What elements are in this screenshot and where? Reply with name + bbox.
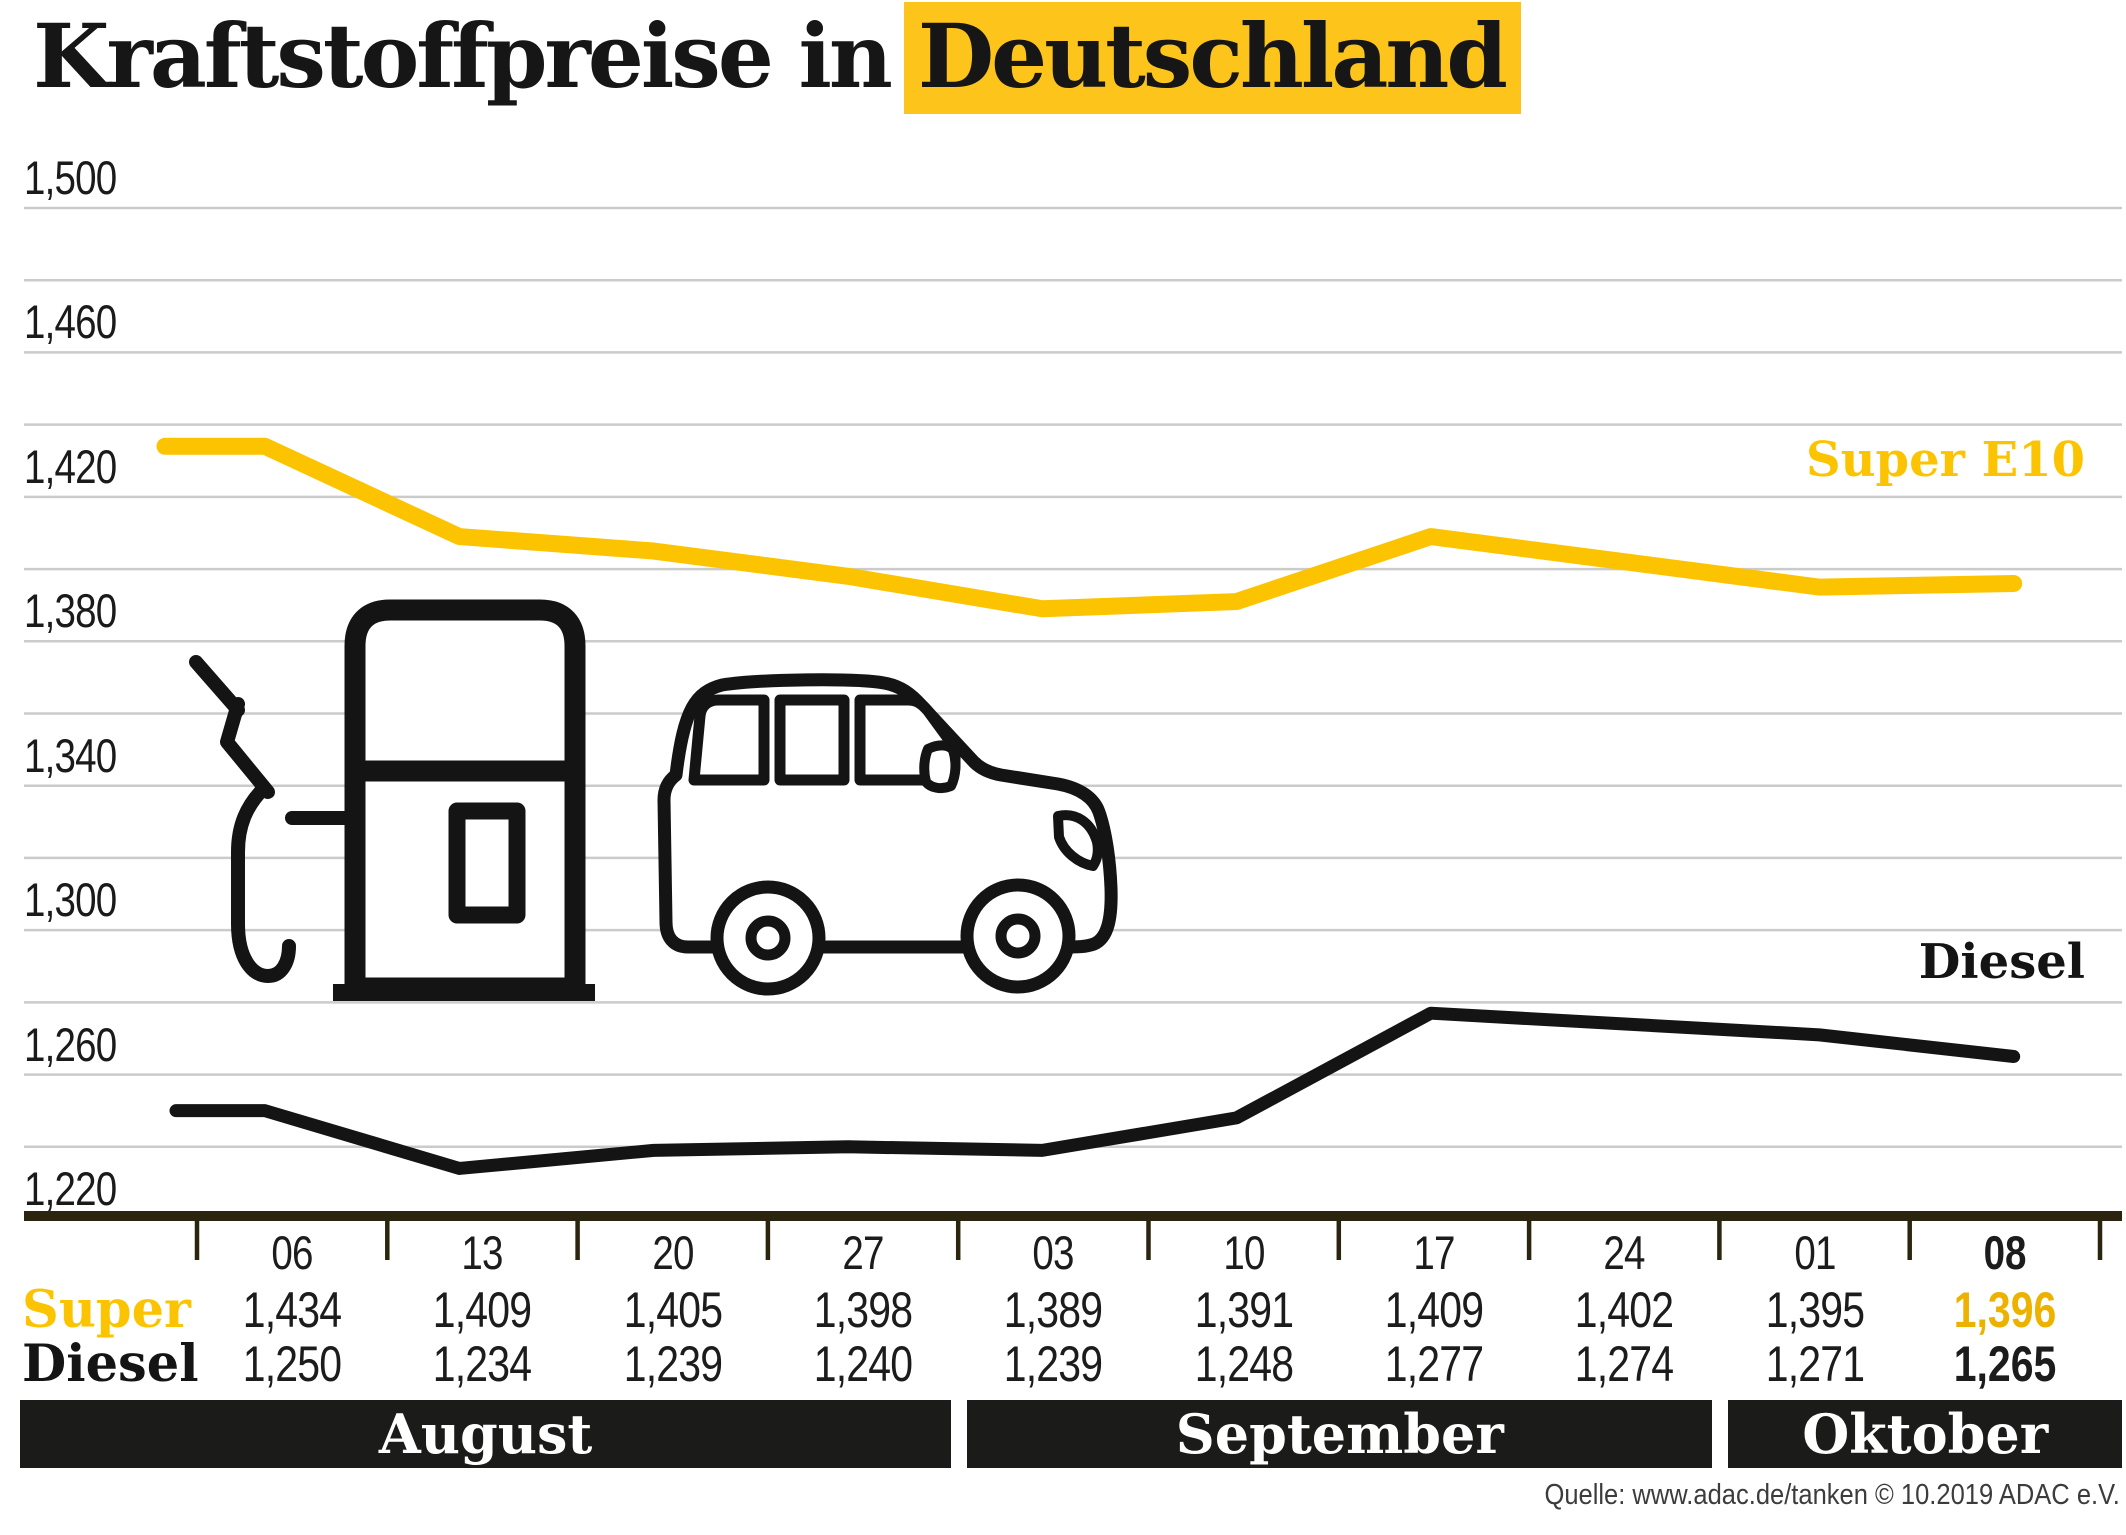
y-axis-label: 1,220 [24, 1162, 117, 1215]
title-text: Kraftstoffpreise in [33, 4, 893, 108]
value-cell: 1,240 [813, 1336, 913, 1392]
value-cell: 1,398 [813, 1282, 913, 1338]
fuel-pump-icon [189, 599, 595, 1001]
y-axis-label: 1,260 [24, 1017, 117, 1071]
value-cell: 1,409 [1384, 1282, 1484, 1338]
month-band-september: September [967, 1400, 1713, 1468]
value-cell: 1,395 [1765, 1282, 1864, 1338]
value-cell: 1,274 [1574, 1336, 1674, 1392]
month-band-august: August [20, 1400, 952, 1468]
date-label: 01 [1793, 1226, 1836, 1279]
date-label: 17 [1413, 1226, 1455, 1279]
value-cell: 1,239 [623, 1336, 723, 1392]
date-label: 13 [461, 1226, 504, 1279]
data-lines [156, 437, 2023, 1175]
value-cell: 1,405 [623, 1282, 723, 1338]
value-cell: 1,396 [1953, 1282, 2057, 1338]
line-diesel [169, 1006, 2021, 1175]
date-label: 27 [842, 1226, 884, 1279]
value-cell: 1,271 [1765, 1336, 1864, 1392]
value-cell: 1,402 [1574, 1282, 1674, 1338]
value-cell: 1,277 [1384, 1336, 1484, 1392]
y-axis-label: 1,340 [24, 728, 117, 782]
line-super-e10 [156, 437, 2023, 618]
value-cell: 1,391 [1194, 1282, 1293, 1338]
value-cell: 1,234 [433, 1336, 532, 1392]
date-label: 03 [1032, 1226, 1075, 1279]
y-axis-label: 1,380 [24, 584, 117, 638]
date-label: 10 [1223, 1226, 1265, 1279]
date-label: 20 [652, 1226, 694, 1279]
value-cell: 1,409 [433, 1282, 532, 1338]
value-cell: 1,434 [242, 1282, 342, 1338]
y-axis-label: 1,500 [24, 151, 117, 204]
car-icon [657, 673, 1118, 996]
date-label: 06 [271, 1226, 314, 1279]
page-title: Kraftstoffpreise in Deutschland [33, 2, 2093, 114]
value-cell: 1,248 [1194, 1336, 1293, 1392]
source-note: Quelle: www.adac.de/tanken © 10.2019 ADA… [1544, 1479, 2120, 1511]
y-axis-label: 1,420 [24, 439, 117, 493]
value-cell: 1,389 [1004, 1282, 1103, 1338]
title-highlight: Deutschland [903, 2, 1521, 114]
date-label: 08 [1983, 1226, 2027, 1279]
month-band-oktober: Oktober [1728, 1400, 2122, 1468]
value-cell: 1,250 [242, 1336, 342, 1392]
value-cell: 1,265 [1953, 1336, 2057, 1392]
x-axis-line [24, 1211, 2122, 1221]
series-label-super-e10: Super E10 [1805, 432, 2085, 488]
date-label: 24 [1603, 1226, 1646, 1279]
y-axis-label: 1,300 [24, 873, 117, 927]
row-label-super: Super [22, 1280, 191, 1340]
x-axis [24, 1211, 2122, 1260]
y-axis-label: 1,460 [24, 295, 117, 349]
row-label-diesel: Diesel [22, 1334, 199, 1394]
gridlines [24, 206, 2122, 1149]
value-cell: 1,239 [1004, 1336, 1103, 1392]
series-label-diesel: Diesel [1918, 934, 2085, 990]
